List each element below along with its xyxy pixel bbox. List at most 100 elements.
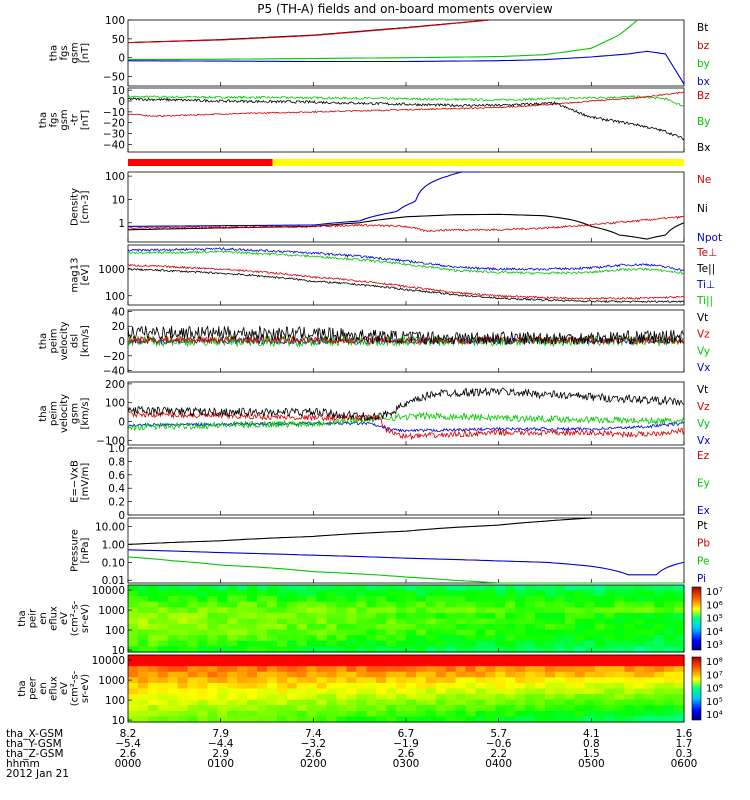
spectrogram-cell bbox=[574, 694, 586, 701]
spectrogram-cell bbox=[247, 660, 258, 667]
spectrogram-cell bbox=[167, 618, 179, 625]
spectrogram-cell bbox=[495, 694, 506, 701]
spectrogram-cell bbox=[624, 640, 635, 648]
spectrogram-cell bbox=[137, 688, 149, 695]
spectrogram-cell bbox=[316, 596, 328, 603]
spectrogram-cell bbox=[276, 710, 288, 718]
spectrogram-cell bbox=[475, 694, 487, 701]
spectrogram-cell bbox=[644, 635, 655, 642]
spectrogram-cell bbox=[406, 699, 417, 706]
spectrogram-cell bbox=[614, 660, 626, 667]
spectrogram-cell bbox=[157, 585, 169, 592]
spectrogram-cell bbox=[435, 677, 447, 684]
spectrogram-cell bbox=[276, 716, 288, 723]
spectrogram-cell bbox=[316, 655, 328, 662]
spectrogram-cell bbox=[535, 585, 546, 592]
spectrogram-cell bbox=[137, 635, 149, 642]
spectrogram-cell bbox=[425, 682, 437, 690]
spectrogram-cell bbox=[664, 694, 675, 701]
spectrogram-cell bbox=[425, 612, 437, 620]
spectrogram-cell bbox=[336, 629, 348, 636]
spectrogram-cell bbox=[554, 682, 566, 690]
spectrogram-cell bbox=[415, 660, 427, 667]
spectrogram-cell bbox=[584, 694, 596, 701]
spectrogram-cell bbox=[485, 618, 496, 625]
spectrogram-cell bbox=[227, 635, 238, 642]
spectrogram-cell bbox=[525, 618, 536, 625]
spectrogram-cell bbox=[614, 671, 626, 678]
y-axis-label: [eV] bbox=[80, 265, 91, 286]
spectrogram-cell bbox=[664, 699, 675, 706]
spectrogram-cell bbox=[257, 596, 268, 603]
spectrogram-cell bbox=[574, 655, 586, 662]
spectrogram-cell bbox=[614, 640, 626, 648]
spectrogram-cell bbox=[475, 699, 487, 706]
spectrogram-cell bbox=[177, 646, 189, 653]
spectrogram-cell bbox=[346, 635, 357, 642]
spectrogram-cell bbox=[554, 716, 566, 723]
y-axis-label: -tr bbox=[70, 113, 81, 126]
spectrogram-cell bbox=[515, 646, 526, 653]
spectrogram-cell bbox=[257, 629, 268, 636]
spectrogram-cell bbox=[584, 716, 596, 723]
spectrogram-cell bbox=[386, 660, 397, 667]
spectrogram-cell bbox=[535, 710, 546, 718]
spectrogram-cell bbox=[386, 694, 397, 701]
spectrogram-cell bbox=[644, 682, 655, 690]
spectrogram-cell bbox=[535, 682, 546, 690]
spectrogram-cell bbox=[406, 671, 417, 678]
x-axis-row-label: tha_X-GSM bbox=[6, 728, 63, 740]
spectrogram-cell bbox=[386, 607, 397, 614]
spectrogram-cell bbox=[465, 585, 477, 592]
spectrogram-cell bbox=[167, 699, 179, 706]
spectrogram-cell bbox=[376, 705, 387, 712]
spectrogram-cell bbox=[257, 682, 268, 690]
spectrogram-cell bbox=[227, 666, 238, 673]
colorbar-tick-label: 10⁸ bbox=[706, 657, 723, 668]
spectrogram-cell bbox=[356, 666, 367, 673]
spectrogram-cell bbox=[674, 624, 685, 631]
spectrogram-cell bbox=[515, 629, 526, 636]
spectrogram-cell bbox=[356, 585, 367, 592]
spectrogram-cell bbox=[396, 618, 407, 625]
y-tick-label: −40 bbox=[103, 139, 125, 151]
spectrogram-cell bbox=[644, 618, 655, 625]
spectrogram-cell bbox=[425, 705, 437, 712]
legend-Ni: Ni bbox=[697, 203, 708, 215]
spectrogram-cell bbox=[674, 585, 685, 592]
spectrogram-cell bbox=[535, 612, 546, 620]
spectrogram-cell bbox=[674, 666, 685, 673]
spectrogram-cell bbox=[674, 682, 685, 690]
spectrogram-cell bbox=[296, 682, 308, 690]
legend-Te⊥: Te⊥ bbox=[696, 247, 717, 259]
spectrogram-cell bbox=[614, 666, 626, 673]
spectrogram-cell bbox=[455, 655, 467, 662]
spectrogram-cell bbox=[515, 601, 526, 608]
spectrogram-cell bbox=[286, 629, 298, 636]
spectrogram-cell bbox=[525, 688, 536, 695]
x-tick-label-hhmm: 0300 bbox=[393, 758, 420, 770]
spectrogram-cell bbox=[594, 640, 606, 648]
spectrogram-cell bbox=[435, 699, 447, 706]
spectrogram-cell bbox=[227, 590, 238, 597]
spectrogram-cell bbox=[634, 666, 645, 673]
series-line-Ti|| bbox=[127, 250, 684, 275]
spectrogram-cell bbox=[624, 671, 635, 678]
spectrogram-cell bbox=[455, 646, 467, 653]
spectrogram-cell bbox=[336, 666, 348, 673]
spectrogram-cell bbox=[306, 699, 318, 706]
spectrogram-cell bbox=[316, 699, 328, 706]
spectrogram-cell bbox=[485, 590, 496, 597]
spectrogram-cell bbox=[415, 682, 427, 690]
spectrogram-cell bbox=[644, 629, 655, 636]
spectrogram-cell bbox=[157, 618, 169, 625]
spectrogram-cell bbox=[475, 640, 487, 648]
spectrogram-cell bbox=[574, 688, 586, 695]
spectrogram-cell bbox=[445, 618, 457, 625]
spectrogram-cell bbox=[564, 640, 576, 648]
spectrogram-cell bbox=[128, 660, 139, 667]
spectrogram-cell bbox=[425, 699, 437, 706]
legend-Ey: Ey bbox=[697, 478, 710, 490]
y-tick-label: 0.8 bbox=[108, 456, 125, 468]
spectrogram-cell bbox=[356, 607, 367, 614]
